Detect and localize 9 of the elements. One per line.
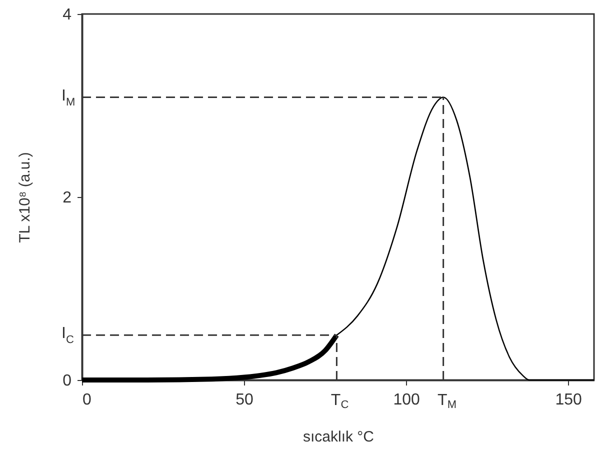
x-tick-label: 150: [555, 392, 582, 408]
x-tick-label: 100: [393, 392, 420, 408]
y-tick-label: 0: [62, 372, 72, 390]
y-tick-label: 2: [62, 190, 72, 206]
x-tick-label: 50: [236, 392, 254, 408]
x-axis-title: sıcaklık °C: [302, 428, 374, 446]
y-axis-title: TL x10⁸ (a.u.): [16, 152, 34, 243]
x-tick-label: 0: [82, 392, 92, 408]
y-tick-label: 4: [62, 6, 72, 24]
